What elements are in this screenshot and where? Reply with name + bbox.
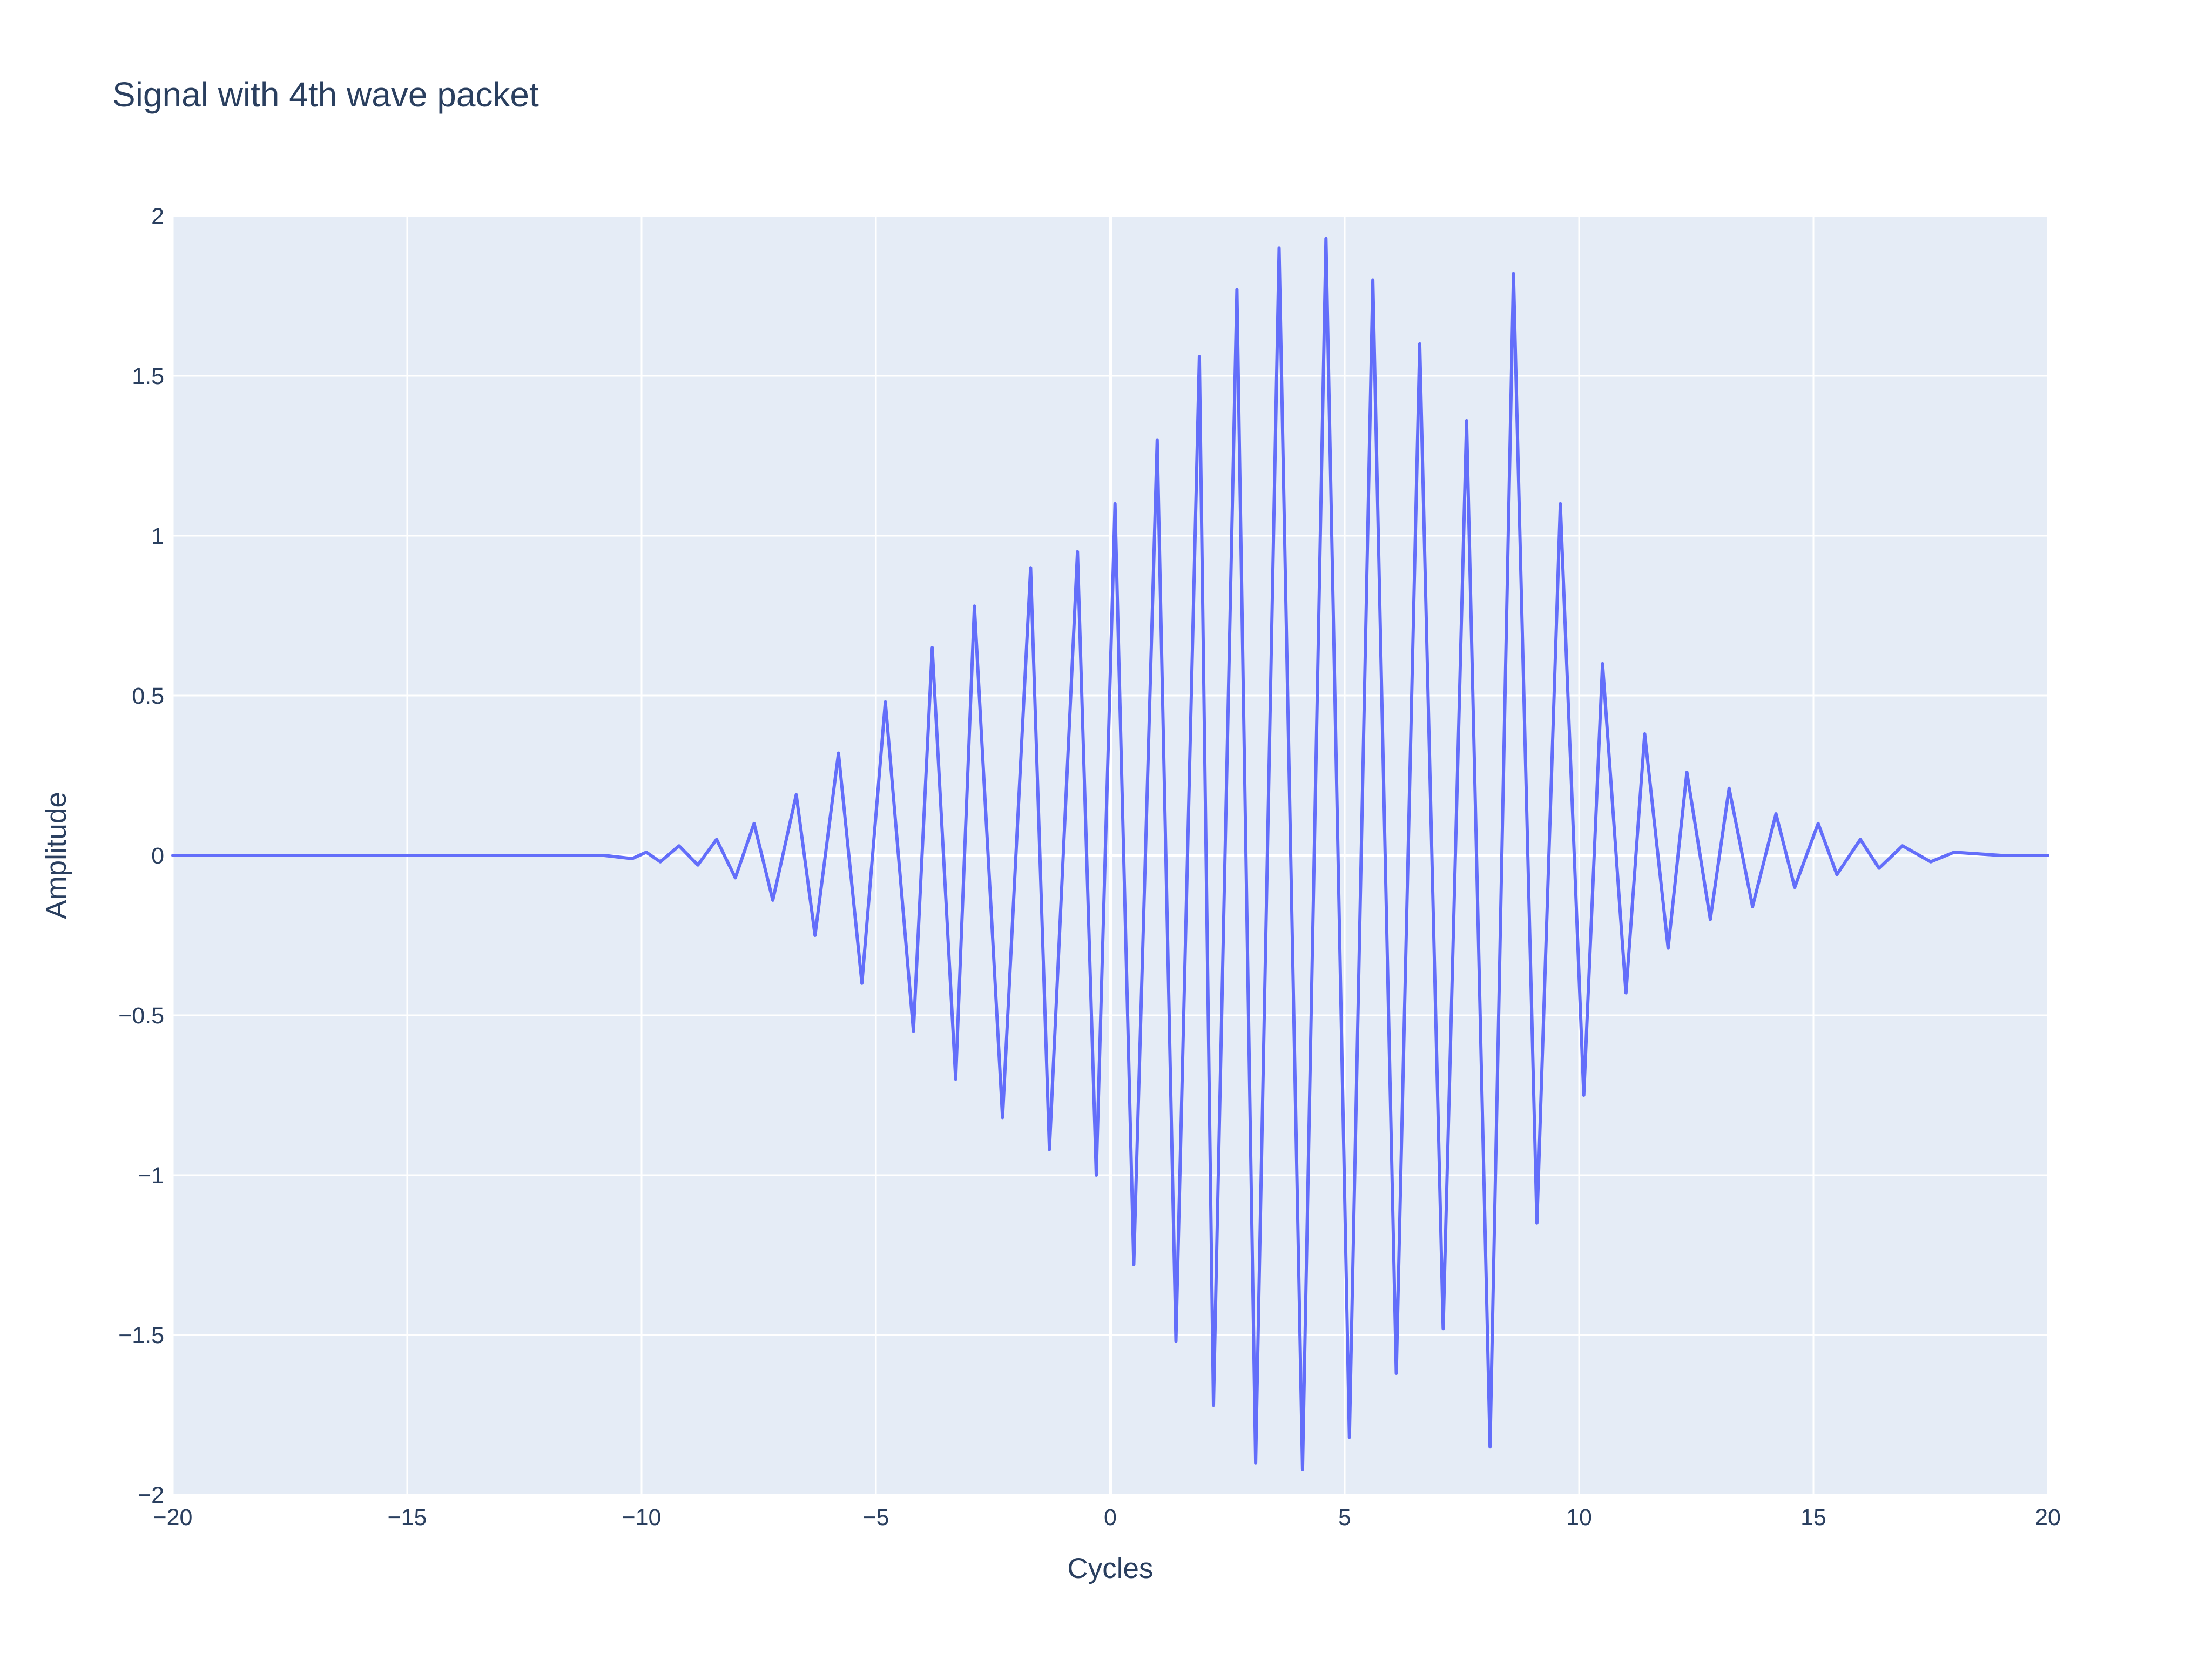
x-axis-title: Cycles [1067,1553,1153,1584]
x-tick-label: −10 [622,1505,662,1530]
y-tick-labels: −2 −1.5 −1 −0.5 0 0.5 1 1.5 2 [118,204,164,1508]
y-tick-label: −1.5 [118,1323,164,1348]
y-axis-title: Amplitude [41,792,72,919]
x-tick-label: 10 [1566,1505,1592,1530]
x-tick-labels: −20 −15 −10 −5 0 5 10 15 20 [153,1505,2061,1530]
x-tick-label: 5 [1338,1505,1351,1530]
x-tick-label: −5 [862,1505,889,1530]
x-tick-label: −20 [153,1505,193,1530]
y-tick-label: −2 [138,1482,164,1508]
y-tick-label: −1 [138,1163,164,1189]
x-tick-label: 20 [2035,1505,2061,1530]
y-tick-label: 1.5 [132,363,164,389]
x-tick-label: 0 [1104,1505,1117,1530]
y-tick-label: 0.5 [132,683,164,709]
y-tick-label: 0 [151,843,164,869]
signal-series-line [171,237,2049,1471]
x-tick-label: −15 [388,1505,427,1530]
y-tick-label: 1 [151,523,164,549]
y-tick-label: 2 [151,204,164,230]
chart-title: Signal with 4th wave packet [112,75,539,114]
x-tick-label: 15 [1800,1505,1826,1530]
y-tick-label: −0.5 [118,1003,164,1029]
